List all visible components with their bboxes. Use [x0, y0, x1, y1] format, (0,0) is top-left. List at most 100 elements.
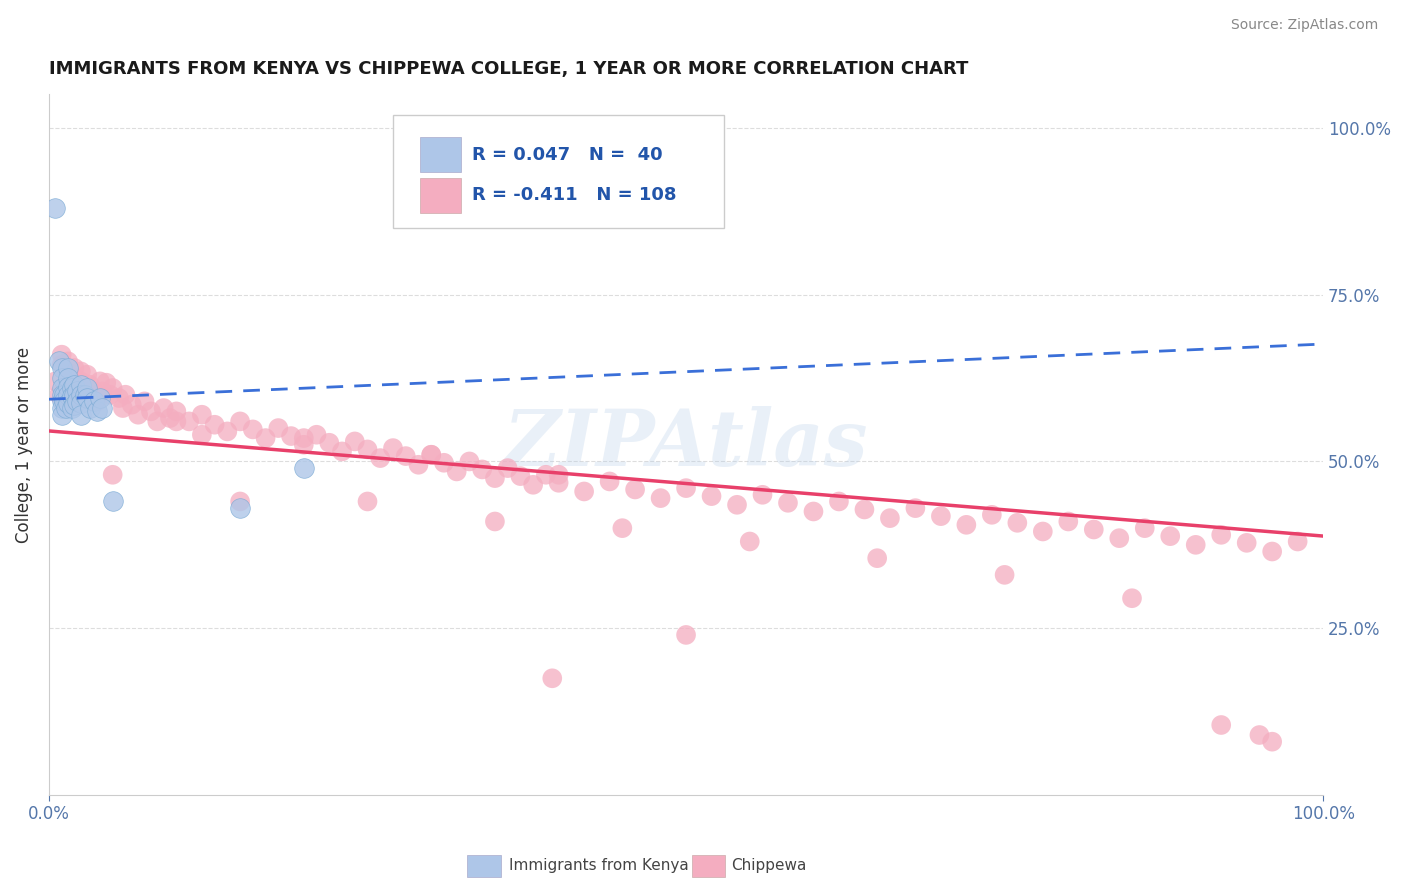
- Point: [165, 404, 187, 418]
- Point: [69, 364, 91, 378]
- Point: [1108, 531, 1130, 545]
- Point: [66, 384, 89, 399]
- Point: [356, 442, 378, 457]
- Point: [599, 475, 621, 489]
- Point: [101, 494, 124, 508]
- Point: [86, 394, 108, 409]
- Point: [60, 401, 83, 415]
- Point: [700, 489, 723, 503]
- Point: [152, 401, 174, 415]
- Point: [63, 377, 86, 392]
- Point: [55, 401, 77, 415]
- Point: [229, 494, 252, 508]
- Point: [1249, 728, 1271, 742]
- Point: [111, 401, 134, 415]
- Point: [51, 381, 73, 395]
- Point: [408, 458, 430, 472]
- Point: [165, 414, 187, 428]
- Point: [751, 488, 773, 502]
- Point: [904, 501, 927, 516]
- Point: [534, 467, 557, 482]
- Point: [56, 395, 79, 409]
- Point: [44, 201, 66, 215]
- Point: [179, 414, 201, 428]
- Point: [254, 431, 277, 445]
- Point: [471, 462, 494, 476]
- Point: [955, 517, 977, 532]
- Point: [96, 376, 118, 390]
- Point: [51, 361, 73, 376]
- Point: [420, 448, 443, 462]
- Point: [1007, 516, 1029, 530]
- Point: [56, 364, 79, 378]
- Point: [53, 387, 76, 401]
- Point: [217, 425, 239, 439]
- Point: [60, 381, 83, 395]
- Point: [292, 438, 315, 452]
- Point: [101, 467, 124, 482]
- Point: [1211, 528, 1233, 542]
- Point: [63, 387, 86, 401]
- Point: [127, 408, 149, 422]
- Point: [139, 404, 162, 418]
- Point: [292, 431, 315, 445]
- Point: [382, 441, 405, 455]
- Point: [51, 348, 73, 362]
- Point: [853, 502, 876, 516]
- Point: [56, 361, 79, 376]
- Point: [114, 387, 136, 401]
- Point: [395, 449, 418, 463]
- Point: [69, 377, 91, 392]
- Point: [69, 375, 91, 389]
- Point: [91, 384, 114, 399]
- Point: [83, 384, 105, 399]
- Point: [56, 387, 79, 401]
- Point: [69, 408, 91, 422]
- Text: Chippewa: Chippewa: [731, 858, 807, 872]
- Point: [48, 387, 70, 401]
- Point: [56, 371, 79, 385]
- Point: [446, 465, 468, 479]
- Point: [191, 408, 214, 422]
- Point: [484, 515, 506, 529]
- Text: Source: ZipAtlas.com: Source: ZipAtlas.com: [1230, 18, 1378, 32]
- Point: [458, 454, 481, 468]
- Point: [51, 387, 73, 401]
- Point: [330, 444, 353, 458]
- Point: [51, 358, 73, 372]
- Point: [1261, 734, 1284, 748]
- Point: [866, 551, 889, 566]
- Point: [547, 467, 569, 482]
- Point: [51, 401, 73, 415]
- Point: [66, 377, 89, 392]
- Point: [66, 394, 89, 409]
- Point: [146, 414, 169, 428]
- FancyBboxPatch shape: [394, 115, 724, 227]
- Point: [51, 371, 73, 385]
- Point: [547, 475, 569, 490]
- Point: [69, 395, 91, 409]
- Point: [69, 387, 91, 401]
- Point: [89, 375, 111, 389]
- Text: R = -0.411   N = 108: R = -0.411 N = 108: [472, 186, 676, 204]
- Point: [63, 361, 86, 376]
- Point: [83, 394, 105, 409]
- FancyBboxPatch shape: [420, 178, 461, 213]
- Point: [53, 394, 76, 409]
- Point: [280, 429, 302, 443]
- Y-axis label: College, 1 year or more: College, 1 year or more: [15, 347, 32, 543]
- Point: [51, 394, 73, 409]
- Point: [738, 534, 761, 549]
- Point: [242, 422, 264, 436]
- Text: ZIPAtlas: ZIPAtlas: [503, 407, 869, 483]
- Point: [267, 421, 290, 435]
- Point: [1083, 523, 1105, 537]
- Point: [803, 504, 825, 518]
- Point: [134, 394, 156, 409]
- Point: [929, 509, 952, 524]
- Point: [1057, 515, 1080, 529]
- Point: [76, 391, 98, 405]
- FancyBboxPatch shape: [420, 137, 461, 172]
- Point: [79, 401, 101, 415]
- Point: [994, 567, 1017, 582]
